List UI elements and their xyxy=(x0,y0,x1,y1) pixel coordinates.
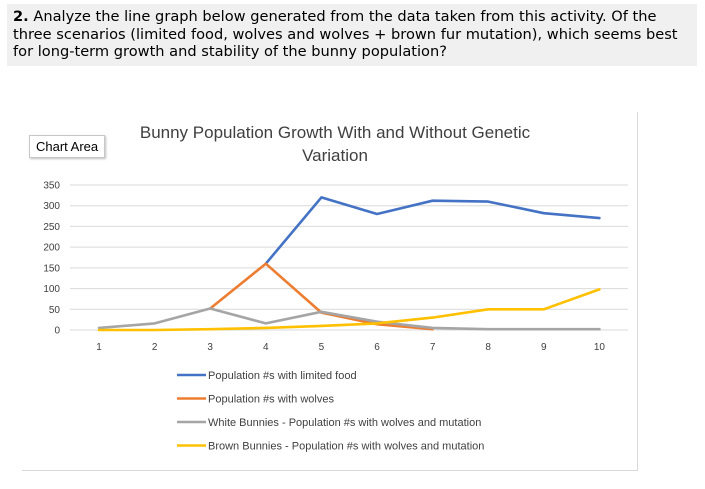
x-tick-label: 7 xyxy=(430,342,436,353)
x-tick-label: 2 xyxy=(152,342,158,353)
question-number: 2. xyxy=(13,8,29,25)
y-tick-label: 300 xyxy=(43,201,60,212)
x-tick-label: 9 xyxy=(541,342,547,353)
x-tick-label: 4 xyxy=(263,342,269,353)
y-tick-label: 50 xyxy=(49,305,61,316)
x-tick-label: 6 xyxy=(374,342,380,353)
y-tick-label: 150 xyxy=(43,263,60,274)
x-tick-label: 10 xyxy=(594,342,606,353)
x-tick-label: 8 xyxy=(485,342,491,353)
series-line xyxy=(97,288,601,332)
legend-label: White Bunnies - Population #s with wolve… xyxy=(208,417,481,429)
y-tick-label: 100 xyxy=(43,284,60,295)
x-tick-label: 5 xyxy=(319,342,325,353)
legend-label: Brown Bunnies - Population #s with wolve… xyxy=(208,441,484,453)
question-text: 2. Analyze the line graph below generate… xyxy=(7,4,697,66)
chart-title: Bunny Population Growth With and Without… xyxy=(139,123,531,165)
legend: Population #s with limited food Populatio… xyxy=(177,370,484,453)
y-tick-label: 250 xyxy=(43,222,60,233)
series-line xyxy=(97,307,601,331)
question-body: Analyze the line graph below generated f… xyxy=(13,8,678,60)
legend-label: Population #s with limited food xyxy=(208,370,357,382)
chart-area[interactable] xyxy=(22,112,638,471)
series-lines xyxy=(97,196,601,332)
legend-label: Population #s with wolves xyxy=(208,394,334,406)
x-axis-ticks: 1 2 3 4 5 6 7 8 9 10 xyxy=(96,342,605,353)
chart-area-tooltip: Chart Area xyxy=(29,135,106,158)
x-tick-label: 3 xyxy=(207,342,213,353)
y-axis-ticks: 0 50 100 150 200 250 300 350 xyxy=(43,181,60,337)
y-tick-label: 0 xyxy=(54,326,60,337)
y-tick-label: 350 xyxy=(43,181,60,192)
series-line xyxy=(264,196,601,266)
y-tick-label: 200 xyxy=(43,243,60,254)
x-tick-label: 1 xyxy=(96,342,102,353)
series-line xyxy=(208,262,434,331)
